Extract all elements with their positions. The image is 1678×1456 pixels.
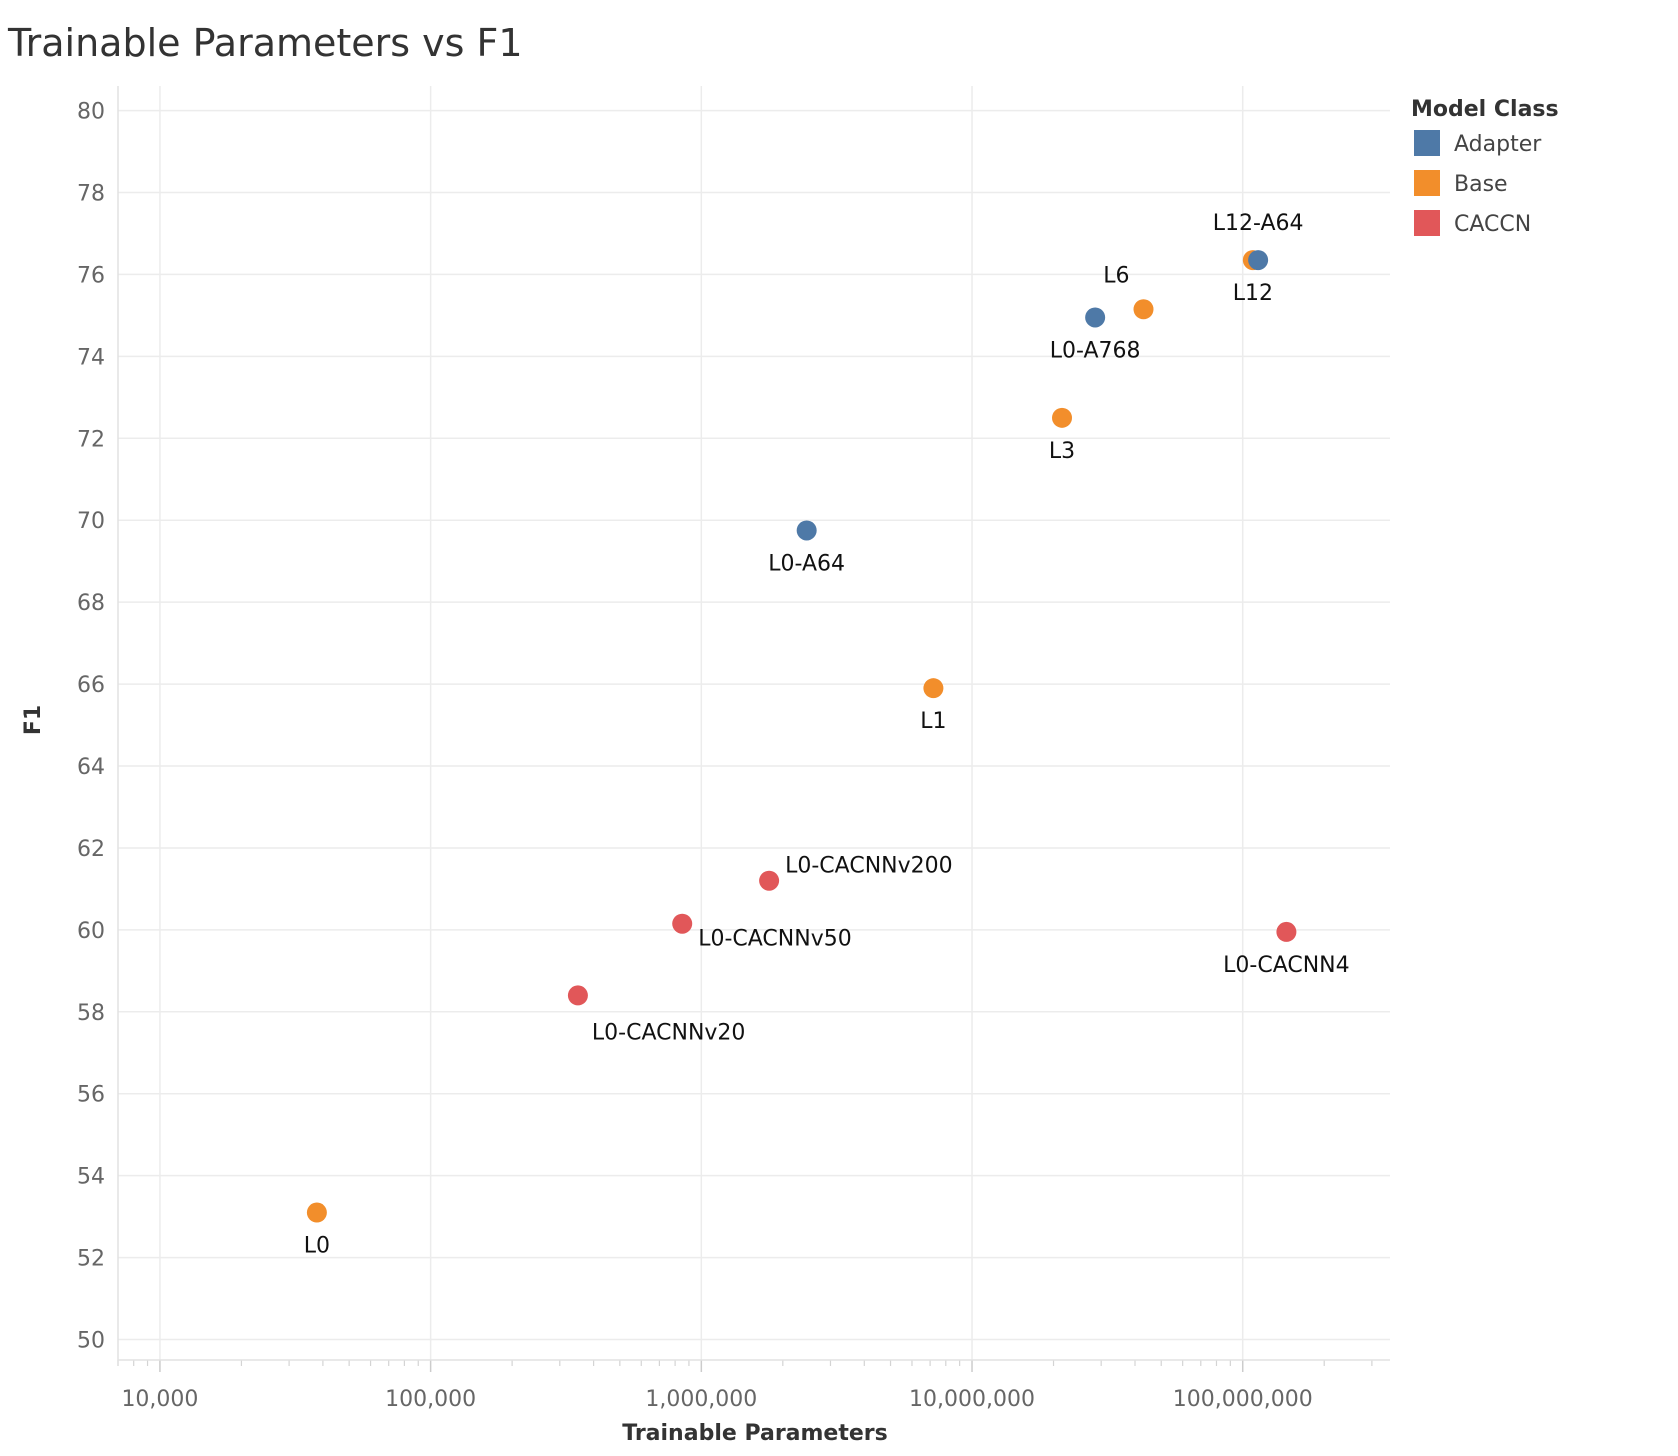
x-tick-label: 100,000,000 <box>1173 1387 1313 1412</box>
x-tick-label: 100,000 <box>385 1387 476 1412</box>
x-tick-label: 10,000 <box>121 1387 198 1412</box>
y-axis-title: F1 <box>21 705 46 735</box>
grid <box>118 86 1390 1360</box>
legend-swatch-caccn <box>1414 210 1440 236</box>
point-l12-a64 <box>1248 250 1269 271</box>
point-label: L0 <box>304 1234 330 1259</box>
y-tick-label: 74 <box>77 345 105 370</box>
point-labels: L0 L1 L3 L6 L12 L0-A64 L0-A768 L12-A64 L0-CACNNv… <box>304 211 1350 1258</box>
y-tick-label: 66 <box>77 673 105 698</box>
x-axis-title: Trainable Parameters <box>622 1421 888 1446</box>
x-tick-label: 1,000,000 <box>645 1387 757 1412</box>
axes: 50 52 54 56 58 60 62 64 66 68 70 72 74 76 78 80 10,000 10… <box>77 86 1390 1412</box>
data-points <box>306 250 1297 1223</box>
point-l0-a768 <box>1085 307 1106 328</box>
point-l3 <box>1052 407 1073 428</box>
y-tick-label: 64 <box>77 755 105 780</box>
point-label: L1 <box>920 709 946 734</box>
point-label: L0-A64 <box>768 551 845 576</box>
legend-label: Adapter <box>1454 132 1542 157</box>
point-label: L12 <box>1233 281 1273 306</box>
point-label: L0-CACNNv50 <box>698 927 852 952</box>
y-tick-label: 72 <box>77 427 105 452</box>
point-l0-cacnnv200 <box>759 870 780 891</box>
point-label: L0-A768 <box>1050 338 1141 363</box>
legend-label: CACCN <box>1454 212 1531 237</box>
point-label: L0-CACNNv200 <box>785 854 953 879</box>
legend-swatch-base <box>1414 170 1440 196</box>
point-label: L0-CACNNv20 <box>592 1020 746 1045</box>
y-tick-label: 62 <box>77 837 105 862</box>
y-tick-label: 70 <box>77 509 105 534</box>
chart-title: Trainable Parameters vs F1 <box>7 21 523 65</box>
legend: Model Class Adapter Base CACCN <box>1411 97 1559 237</box>
y-tick-label: 80 <box>77 100 105 125</box>
y-tick-label: 50 <box>77 1329 105 1354</box>
legend-title: Model Class <box>1411 97 1559 122</box>
x-tick-label: 10,000,000 <box>909 1387 1035 1412</box>
point-l0-a64 <box>796 520 817 541</box>
point-l0-cacnnv50 <box>672 913 693 934</box>
point-label: L12-A64 <box>1213 211 1304 236</box>
point-label: L0-CACNN4 <box>1223 953 1350 978</box>
point-l0-cacnnv20 <box>567 985 588 1006</box>
legend-label: Base <box>1454 172 1508 197</box>
point-label: L6 <box>1103 263 1129 288</box>
y-tick-label: 56 <box>77 1083 105 1108</box>
y-tick-label: 54 <box>77 1165 105 1190</box>
y-tick-label: 78 <box>77 182 105 207</box>
point-l0-cacnn4 <box>1276 921 1297 942</box>
point-l0 <box>306 1202 327 1223</box>
legend-swatch-adapter <box>1414 130 1440 156</box>
point-l6 <box>1133 299 1154 320</box>
point-l1 <box>923 678 944 699</box>
y-tick-label: 76 <box>77 263 105 288</box>
y-tick-label: 68 <box>77 591 105 616</box>
y-tick-label: 60 <box>77 919 105 944</box>
y-tick-label: 58 <box>77 1001 105 1026</box>
y-tick-label: 52 <box>77 1247 105 1272</box>
point-label: L3 <box>1049 439 1075 464</box>
